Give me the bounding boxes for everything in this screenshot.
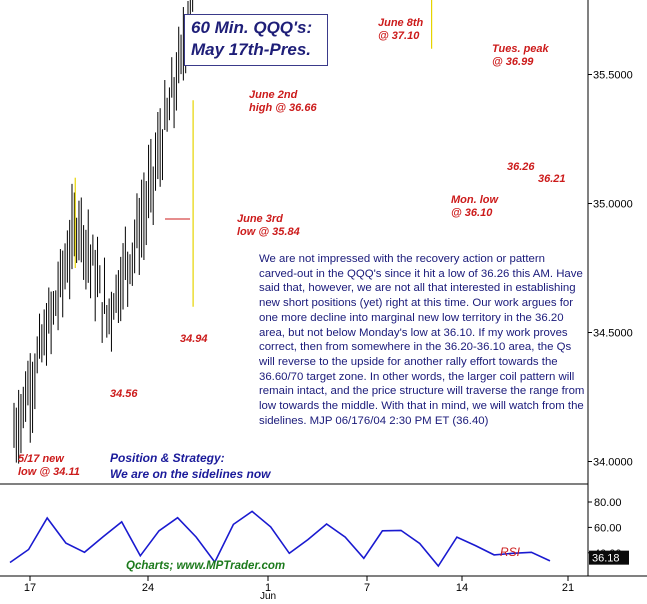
- rsi-tick-label: 60.00: [594, 522, 622, 534]
- price-annotation: 34.56: [110, 388, 138, 401]
- price-annotation: Mon. low @ 36.10: [451, 194, 498, 220]
- price-annotation-line: 34.56: [110, 388, 138, 400]
- strategy-block: Position & Strategy: We are on the sidel…: [110, 450, 270, 482]
- price-annotation: June 3rd low @ 35.84: [237, 213, 300, 239]
- time-tick-label: 1: [265, 582, 271, 594]
- price-annotation-line: @ 36.10: [451, 207, 493, 219]
- price-tick-label: 35.0000: [593, 199, 633, 211]
- price-annotation-line: @ 36.99: [492, 56, 534, 68]
- price-annotation-line: 5/17 new: [18, 453, 64, 465]
- time-tick-label: 14: [456, 582, 468, 594]
- price-annotation-line: June 3rd: [237, 213, 283, 225]
- time-tick-label: 24: [142, 582, 154, 594]
- month-label: Jun: [260, 591, 276, 599]
- price-annotation: 36.21: [538, 173, 566, 186]
- price-annotation-line: high @ 36.66: [249, 102, 317, 114]
- time-tick-label: 17: [24, 582, 36, 594]
- price-tick-label: 35.5000: [593, 70, 633, 82]
- time-tick-label: 21: [562, 582, 574, 594]
- price-annotation: 36.26: [507, 161, 535, 174]
- rsi-series-label: RSI: [500, 545, 521, 559]
- price-annotation: 34.94: [180, 333, 208, 346]
- price-annotation-line: @ 37.10: [378, 30, 420, 42]
- price-tick-label: 34.5000: [593, 328, 633, 340]
- price-annotation: June 2nd high @ 36.66: [249, 89, 317, 115]
- price-annotation-line: Tues. peak: [492, 43, 549, 55]
- rsi-tick-label: 80.00: [594, 497, 622, 509]
- price-annotation: June 8th @ 37.10: [378, 17, 423, 43]
- price-annotation-line: 36.26: [507, 161, 535, 173]
- rsi-value-label: 36.18: [592, 553, 620, 565]
- price-annotation-line: June 8th: [378, 17, 424, 29]
- time-tick-label: 7: [364, 582, 370, 594]
- price-annotation: Tues. peak @ 36.99: [492, 43, 549, 69]
- price-annotation-line: June 2nd: [249, 89, 298, 101]
- rsi-line: [9, 510, 551, 568]
- rsi-value-box: [589, 550, 629, 565]
- price-annotation-line: 36.21: [538, 173, 566, 185]
- price-annotation: 5/17 new low @ 34.11: [18, 453, 80, 479]
- price-annotation-line: 34.94: [180, 333, 208, 345]
- chart-title: 60 Min. QQQ's:: [191, 18, 313, 37]
- price-annotation-line: low @ 35.84: [237, 226, 300, 238]
- price-annotation-line: low @ 34.11: [18, 466, 80, 478]
- price-tick-label: 34.0000: [593, 457, 633, 469]
- chart-title-box: 60 Min. QQQ's: May 17th-Pres.: [184, 14, 328, 66]
- strategy-heading: Position & Strategy:: [110, 451, 225, 465]
- source-label: Qcharts; www.MPTrader.com: [126, 560, 286, 572]
- strategy-text: We are on the sidelines now: [110, 467, 271, 481]
- chart-subtitle: May 17th-Pres.: [191, 40, 311, 59]
- commentary-text: We are not impressed with the recovery a…: [259, 252, 585, 429]
- price-annotation-line: Mon. low: [451, 194, 499, 206]
